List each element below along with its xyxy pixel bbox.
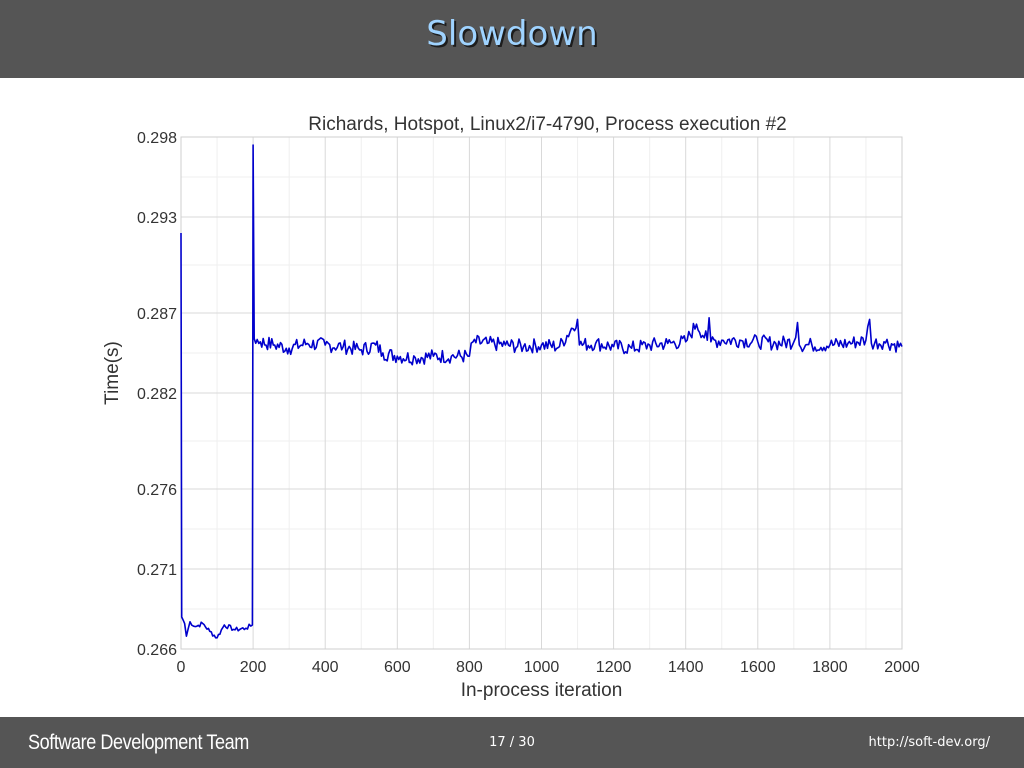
chart-title: Richards, Hotspot, Linux2/i7-4790, Proce… (308, 114, 786, 135)
x-tick-labels: 0 200 400 600 800 1000 1200 1400 1600 1800 2000 (177, 659, 920, 676)
slide-header-bar: Slowdown (0, 0, 1024, 78)
footer-page-number: 17 / 30 (489, 735, 535, 750)
y-tick-label: 0.271 (137, 562, 177, 579)
x-tick-label: 600 (384, 659, 411, 676)
x-tick-label: 800 (456, 659, 483, 676)
y-tick-label: 0.282 (137, 386, 177, 403)
y-tick-labels: 0.266 0.271 0.276 0.282 0.287 0.293 0.298 (137, 130, 177, 659)
footer-team-name: Software Development Team (28, 731, 249, 754)
y-tick-label: 0.266 (137, 642, 177, 659)
x-tick-label: 0 (177, 659, 186, 676)
x-tick-label: 1200 (596, 659, 632, 676)
series-line (180, 144, 903, 639)
line-chart: Richards, Hotspot, Linux2/i7-4790, Proce… (102, 114, 920, 701)
slide-footer-bar: Software Development Team 17 / 30 http:/… (0, 717, 1024, 768)
y-tick-label: 0.293 (137, 210, 177, 227)
y-axis-label: Time(s) (102, 341, 123, 405)
x-tick-label: 200 (240, 659, 267, 676)
x-tick-label: 1000 (524, 659, 560, 676)
y-tick-label: 0.276 (137, 482, 177, 499)
plot-area (180, 144, 903, 639)
footer-url[interactable]: http://soft-dev.org/ (868, 735, 990, 750)
x-tick-label: 400 (312, 659, 339, 676)
x-tick-label: 1800 (812, 659, 848, 676)
x-axis-label: In-process iteration (461, 680, 623, 701)
x-tick-label: 1400 (668, 659, 704, 676)
x-tick-label: 2000 (884, 659, 920, 676)
x-tick-label: 1600 (740, 659, 776, 676)
y-tick-label: 0.287 (137, 306, 177, 323)
slide-title: Slowdown (426, 14, 598, 54)
y-tick-label: 0.298 (137, 130, 177, 147)
chart-grid (180, 136, 903, 650)
